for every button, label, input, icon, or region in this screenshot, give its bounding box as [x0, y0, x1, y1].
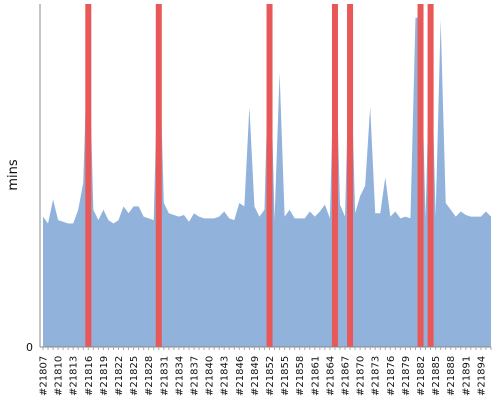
x-tick-label: #21846: [235, 356, 246, 396]
x-tick-label: #21831: [159, 356, 170, 396]
x-tick-label: #21852: [265, 356, 276, 396]
x-tick-label: #21858: [295, 356, 306, 396]
x-tick-label: #21864: [325, 356, 336, 396]
failed-build-marker: [427, 4, 434, 347]
y-axis-label: mins: [6, 159, 21, 191]
axes: mins: [6, 4, 491, 348]
x-tick-label: #21882: [416, 356, 427, 396]
x-tick-label: #21816: [84, 356, 95, 396]
failed-build-marker: [331, 4, 338, 347]
failed-build-marker: [155, 4, 162, 347]
x-tick-label: #21825: [129, 356, 140, 396]
x-tick-label: #21870: [356, 356, 367, 396]
x-tick-label: #21849: [250, 356, 261, 396]
x-tick-label: #21861: [310, 356, 321, 396]
failed-build-marker: [417, 4, 424, 347]
failed-build-marker: [266, 4, 273, 347]
x-tick-label: #21867: [341, 356, 352, 396]
x-tick-label: #21894: [476, 356, 487, 396]
x-tick-label: #21876: [386, 356, 397, 396]
x-tick-label: #21813: [69, 356, 80, 396]
x-tick-label: #21888: [446, 356, 457, 396]
x-tick-label: #21873: [371, 356, 382, 396]
x-tick-label: #21819: [99, 356, 110, 396]
x-tick-label: #21891: [461, 356, 472, 396]
x-tick-label: #21840: [205, 356, 216, 396]
plot-area: [43, 4, 491, 347]
y-axis-ticks: 0: [26, 341, 33, 354]
x-tick-label: #21855: [280, 356, 291, 396]
x-tick-label: #21879: [401, 356, 412, 396]
x-tick-label: #21885: [431, 356, 442, 396]
y-tick-label: 0: [26, 341, 33, 354]
x-tick-label: #21834: [174, 356, 185, 396]
x-axis-tick-labels: #21807 #21810 #21813 #21816 #21819 #21822 #218…: [39, 356, 488, 396]
failed-build-marker: [347, 4, 354, 347]
x-axis-ticks: [42, 347, 492, 350]
failed-build-marker: [85, 4, 92, 347]
x-tick-label: #21810: [54, 356, 65, 396]
x-tick-label: #21807: [39, 356, 50, 396]
x-tick-label: #21837: [190, 356, 201, 396]
x-tick-label: #21822: [114, 356, 125, 396]
x-tick-label: #21843: [220, 356, 231, 396]
x-tick-label: #21828: [144, 356, 155, 396]
